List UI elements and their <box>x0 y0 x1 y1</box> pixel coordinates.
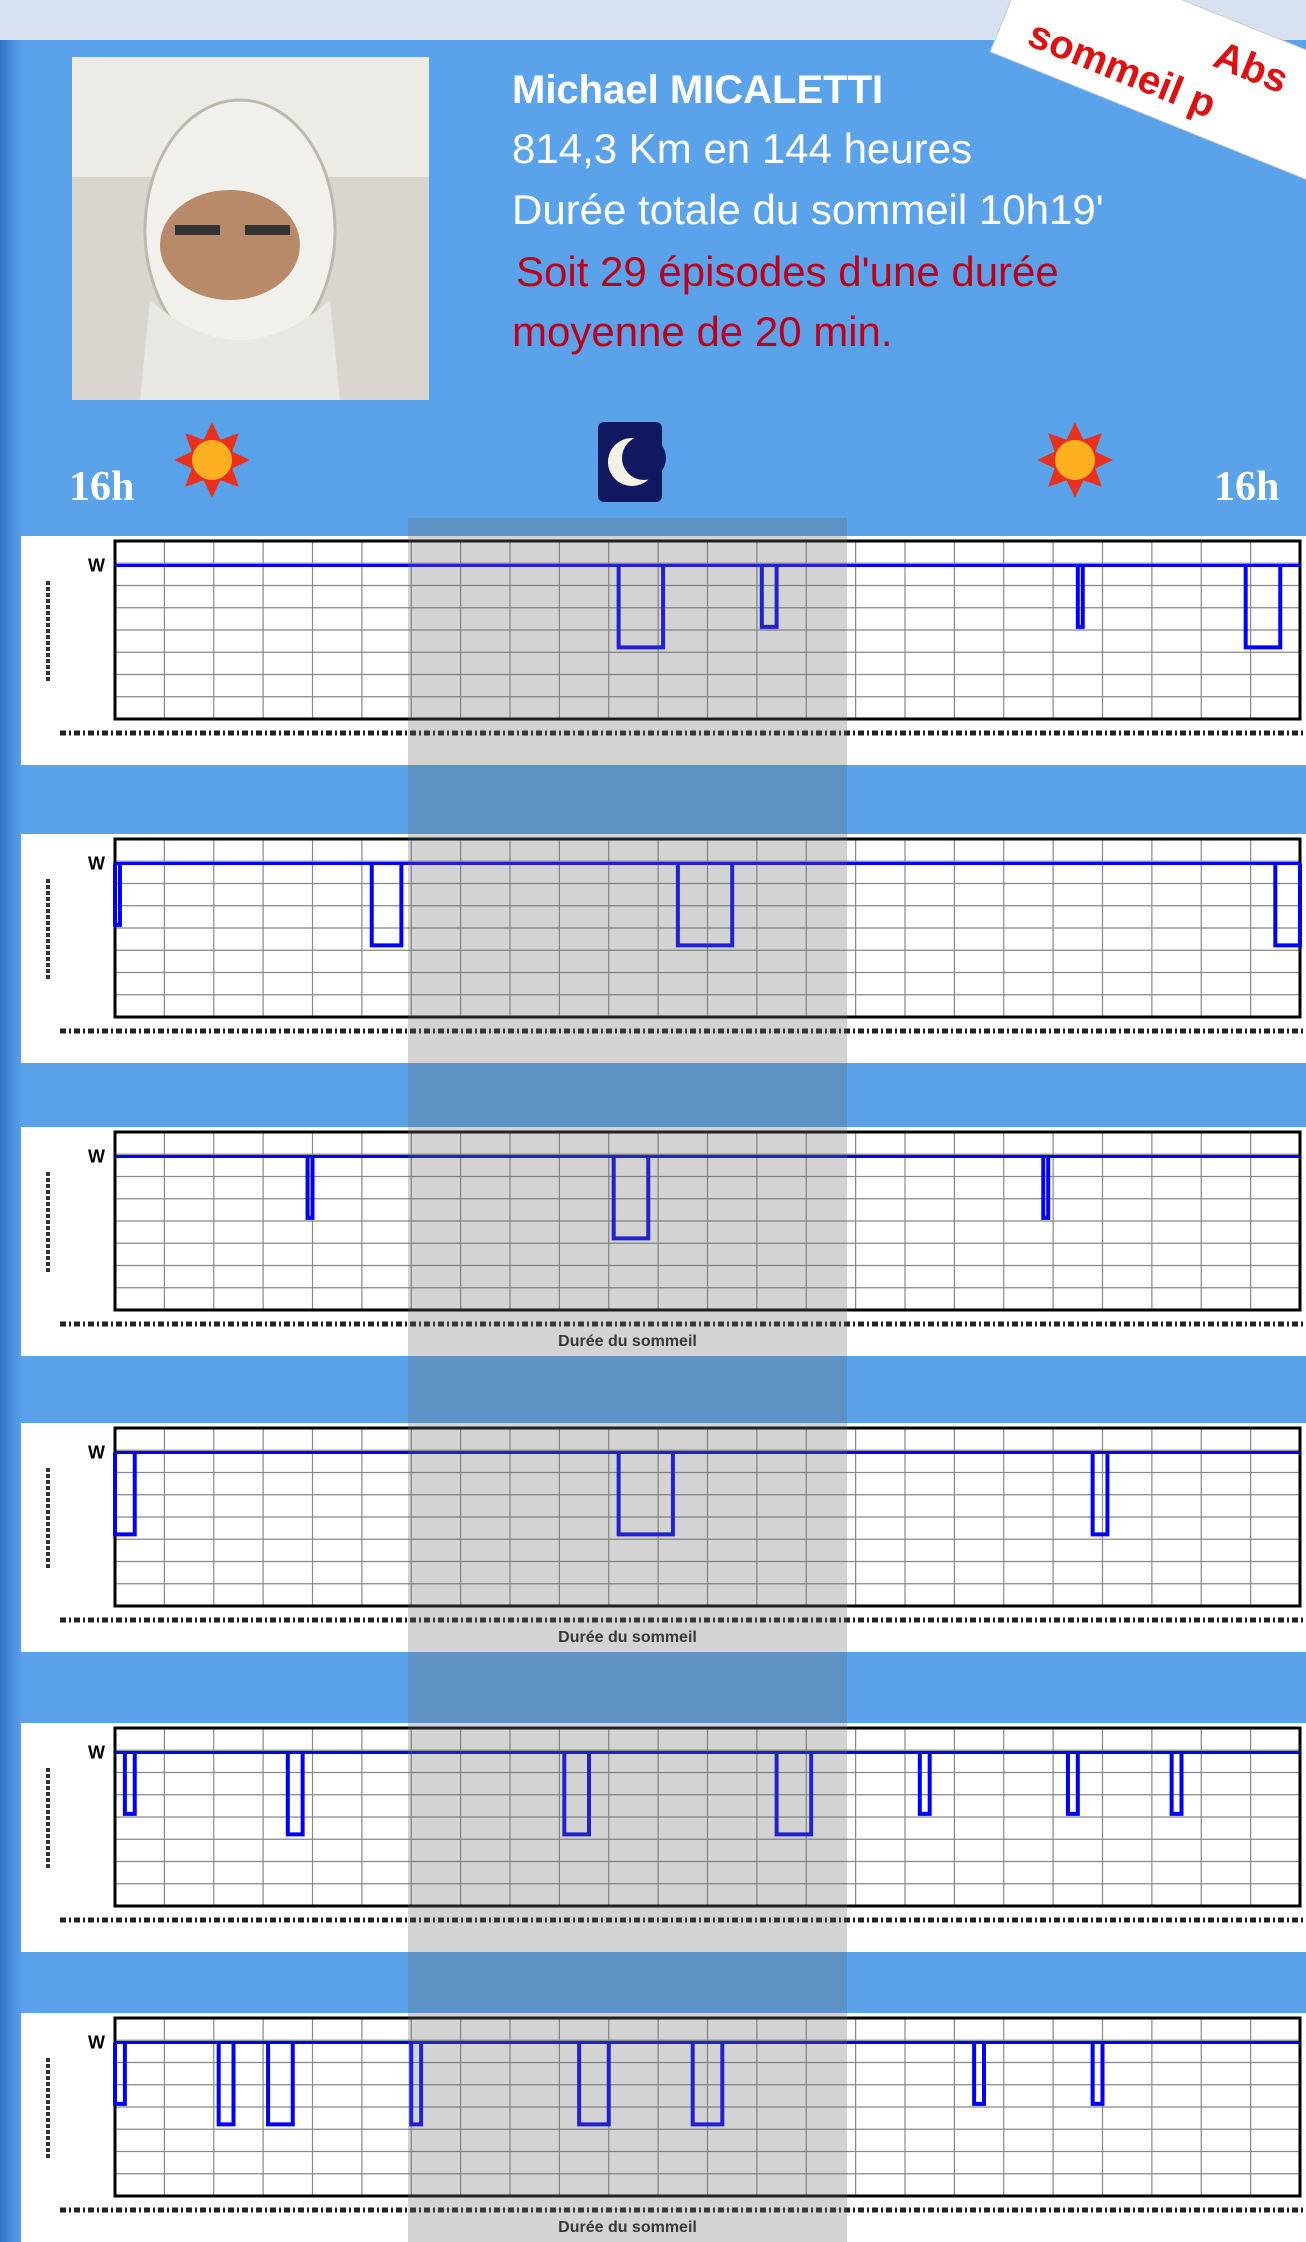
time-label: 16h <box>1214 464 1279 510</box>
sun-disc <box>192 440 232 480</box>
y-tick-label: W <box>88 854 105 874</box>
left-edge <box>0 40 22 2242</box>
slide: Michael MICALETTI 814,3 Km en 144 heures… <box>0 0 1306 2242</box>
page: Michael MICALETTI 814,3 Km en 144 heures… <box>0 0 1306 2242</box>
y-tick-label: W <box>88 556 105 576</box>
sun-icon <box>1037 422 1113 498</box>
sun-icon <box>174 422 250 498</box>
distance: 814,3 Km en 144 heures <box>512 125 972 172</box>
time-label: 16h <box>69 464 134 510</box>
sleep-total: Durée totale du sommeil 10h19' <box>512 186 1104 233</box>
sun-disc <box>1055 440 1095 480</box>
y-tick-label: W <box>88 2033 105 2053</box>
y-tick-label: W <box>88 1443 105 1463</box>
y-tick-label: W <box>88 1147 105 1167</box>
episodes-line: moyenne de 20 min. <box>512 308 893 355</box>
episodes-line: Soit 29 épisodes d'une durée <box>516 248 1059 295</box>
photo <box>72 57 429 400</box>
athlete-name: Michael MICALETTI <box>512 68 883 112</box>
night-band <box>408 518 847 2242</box>
moon-icon <box>598 422 666 502</box>
y-tick-label: W <box>88 1743 105 1763</box>
